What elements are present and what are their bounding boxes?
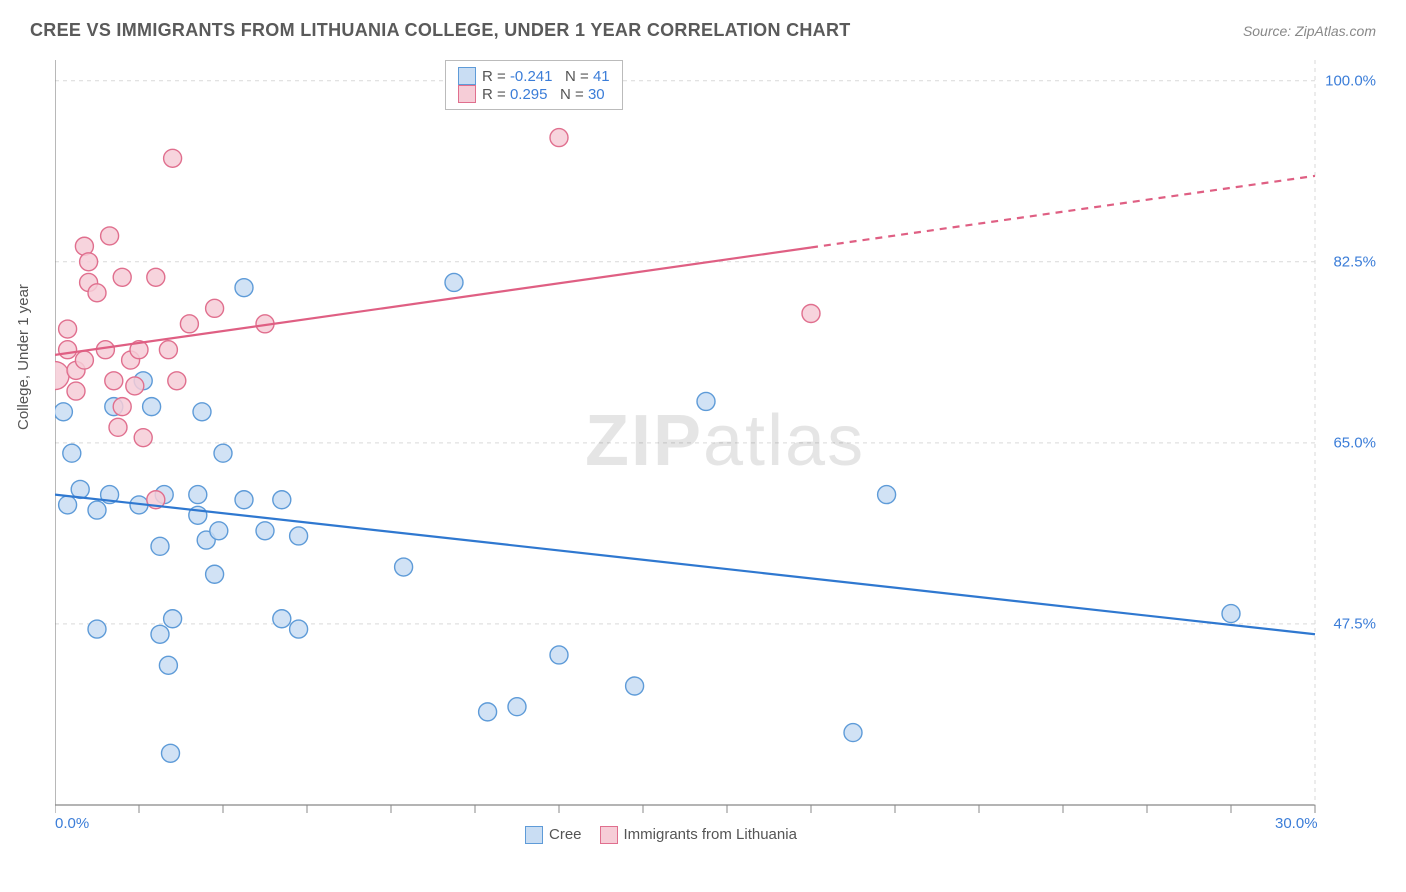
series-legend-label: Immigrants from Lithuania <box>624 826 797 843</box>
correlation-legend: R = -0.241 N = 41R = 0.295 N = 30 <box>445 60 623 110</box>
series-legend-item: Cree <box>525 826 582 844</box>
chart-source: Source: ZipAtlas.com <box>1243 23 1376 39</box>
source-value: ZipAtlas.com <box>1295 23 1376 39</box>
y-tick-label: 47.5% <box>1333 615 1376 632</box>
y-tick-label: 82.5% <box>1333 253 1376 270</box>
y-tick-label: 100.0% <box>1325 72 1376 89</box>
source-label: Source: <box>1243 23 1291 39</box>
legend-stats: R = 0.295 N = 30 <box>482 86 605 103</box>
legend-swatch <box>458 85 476 103</box>
legend-swatch <box>600 826 618 844</box>
legend-swatch <box>525 826 543 844</box>
x-tick-label: 0.0% <box>55 815 89 833</box>
chart-title: CREE VS IMMIGRANTS FROM LITHUANIA COLLEG… <box>30 20 851 41</box>
scatter-plot-svg <box>55 60 1375 835</box>
legend-swatch <box>458 67 476 85</box>
legend-row: R = -0.241 N = 41 <box>458 67 610 85</box>
y-tick-label: 65.0% <box>1333 434 1376 451</box>
chart-header: CREE VS IMMIGRANTS FROM LITHUANIA COLLEG… <box>0 0 1406 51</box>
plot-area: ZIPatlas <box>55 60 1375 820</box>
y-axis-title: College, Under 1 year <box>15 284 32 430</box>
series-legend-label: Cree <box>549 826 582 843</box>
x-tick-label: 30.0% <box>1275 815 1318 833</box>
series-legend-item: Immigrants from Lithuania <box>600 826 797 844</box>
series-legend: Cree Immigrants from Lithuania <box>525 826 797 844</box>
legend-stats: R = -0.241 N = 41 <box>482 68 610 85</box>
legend-row: R = 0.295 N = 30 <box>458 85 610 103</box>
